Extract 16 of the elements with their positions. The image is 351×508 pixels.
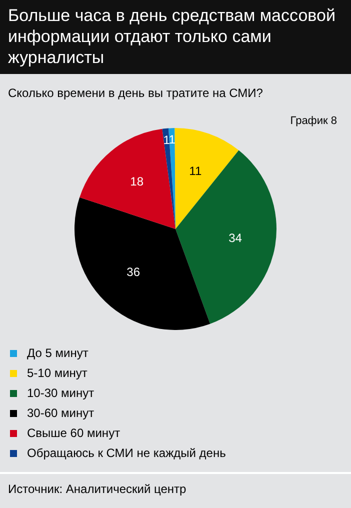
data-label: 1 [168,132,176,146]
legend-label: 10-30 минут [27,386,94,400]
legend-label: До 5 минут [27,346,88,360]
chart-title: Больше часа в день средствам массовой информации отдают только сами журналисты [0,0,351,74]
data-label: 34 [228,231,242,246]
data-label: 1 [163,132,170,147]
text: График 8 [290,115,337,127]
text: Источник: Аналитический центр [0,472,351,504]
data-label: 18 [130,174,144,189]
data-label: 11 [189,164,202,178]
legend-label: Свыше 60 минут [27,426,120,440]
legend-label: 5-10 минут [27,366,88,380]
legend-label: 30-60 минут [27,406,94,420]
legend-label: Обращаюсь к СМИ не каждый день [27,446,226,460]
chart-subtitle: Сколько времени в день вы тратите на СМИ? [7,85,264,100]
data-label: 36 [126,264,140,279]
